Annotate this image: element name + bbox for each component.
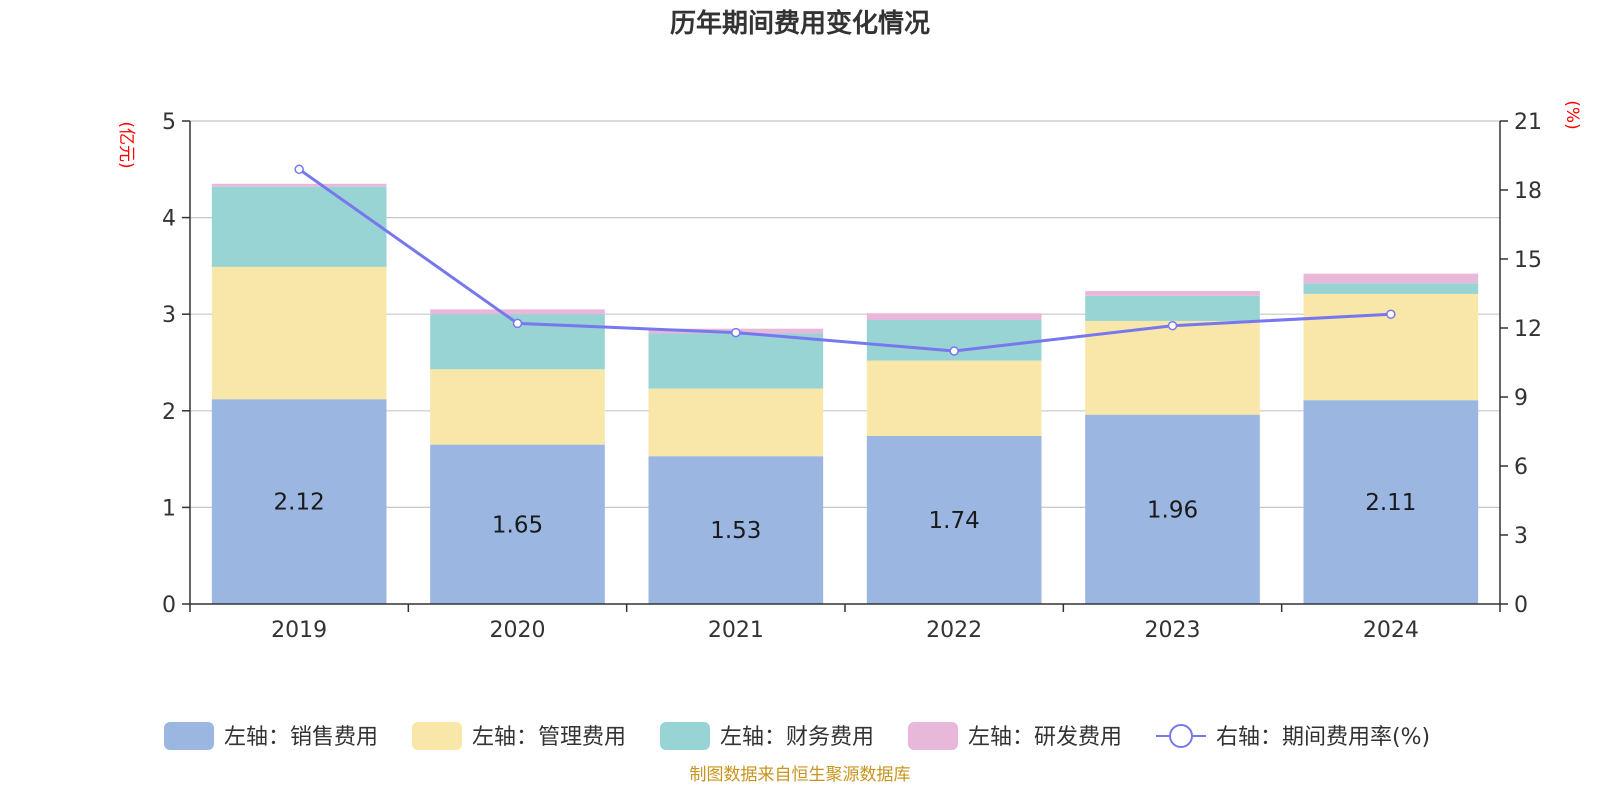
bar-segment	[211, 266, 387, 400]
rate-point	[949, 346, 959, 356]
legend-label: 左轴：财务费用	[720, 725, 874, 750]
right-tick-label: 9	[1514, 386, 1528, 411]
bar-segment	[866, 435, 1042, 604]
left-axis-unit: (亿元)	[116, 121, 136, 168]
legend-swatch	[164, 722, 214, 750]
bar-value-label: 1.65	[492, 512, 543, 538]
bar-segment	[648, 333, 824, 389]
bar-value-label: 2.12	[274, 490, 325, 516]
line-series	[294, 164, 1396, 356]
legend-swatch	[412, 722, 462, 750]
right-tick-label: 0	[1514, 593, 1528, 618]
right-tick-label: 12	[1514, 317, 1542, 342]
gridlines	[190, 120, 1500, 508]
bar-segment	[1085, 295, 1260, 321]
bar-segment	[430, 369, 605, 445]
rate-point	[731, 327, 741, 338]
bar-segment	[866, 313, 1042, 320]
bar-value-label: 2.11	[1365, 490, 1416, 516]
left-tick-label: 5	[162, 110, 176, 135]
right-tick-label: 18	[1514, 179, 1542, 204]
bar-value-label: 1.74	[929, 508, 980, 534]
x-tick-label: 2020	[490, 618, 546, 643]
bar-value-label: 1.96	[1147, 497, 1198, 523]
x-tick-label: 2019	[271, 618, 327, 643]
bar-segment	[1303, 273, 1479, 284]
legend-label: 右轴：期间费用率(%)	[1216, 725, 1430, 750]
left-tick-label: 3	[162, 303, 176, 328]
right-axis-unit: (%)	[1562, 100, 1582, 129]
left-tick-label: 2	[162, 400, 176, 425]
bar-segment	[1085, 291, 1260, 296]
legend-label: 左轴：管理费用	[472, 725, 626, 750]
legend-label: 左轴：研发费用	[968, 725, 1122, 750]
rate-point	[1386, 309, 1396, 319]
bar-segment	[211, 399, 387, 604]
rate-point	[1167, 320, 1178, 331]
rate-point	[512, 318, 523, 329]
right-tick-label: 21	[1514, 110, 1542, 135]
left-tick-label: 1	[162, 496, 176, 521]
bar-segment	[866, 360, 1042, 436]
bar-segment	[1303, 400, 1479, 604]
bar-value-label: 1.53	[710, 518, 761, 544]
legend: 左轴：销售费用 左轴：管理费用 左轴：财务费用 左轴：研发费用 右轴：期间费用率(%)	[164, 722, 1430, 750]
right-tick-label: 6	[1514, 455, 1528, 480]
left-tick-label: 4	[162, 207, 176, 232]
chart-title: 历年期间费用变化情况	[670, 8, 930, 39]
bar-segment	[1085, 414, 1260, 604]
left-tick-label: 0	[162, 593, 176, 618]
right-tick-label: 3	[1514, 524, 1528, 549]
data-labels: 2.12 1.65 1.53 1.74 1.96 2.11	[274, 490, 1417, 544]
x-tick-label: 2024	[1363, 618, 1419, 643]
rate-point	[294, 164, 304, 175]
legend-swatch	[660, 722, 710, 750]
legend-marker	[1169, 724, 1193, 748]
bar-segment	[648, 456, 824, 604]
bar-segment	[1303, 283, 1479, 294]
x-tick-label: 2022	[926, 618, 982, 643]
bar-segment	[648, 388, 824, 457]
source-note: 制图数据来自恒生聚源数据库	[690, 765, 911, 785]
bar-segment	[211, 183, 387, 187]
right-tick-label: 15	[1514, 248, 1542, 273]
x-tick-label: 2021	[708, 618, 764, 643]
bar-segment	[1085, 320, 1260, 415]
bar-segment	[211, 186, 387, 267]
legend-swatch	[908, 722, 958, 750]
x-tick-label: 2023	[1145, 618, 1201, 643]
bar-series	[211, 183, 1479, 604]
bar-segment	[430, 309, 605, 315]
legend-label: 左轴：销售费用	[224, 725, 378, 750]
bar-segment	[430, 444, 605, 604]
rate-line	[298, 168, 1391, 353]
